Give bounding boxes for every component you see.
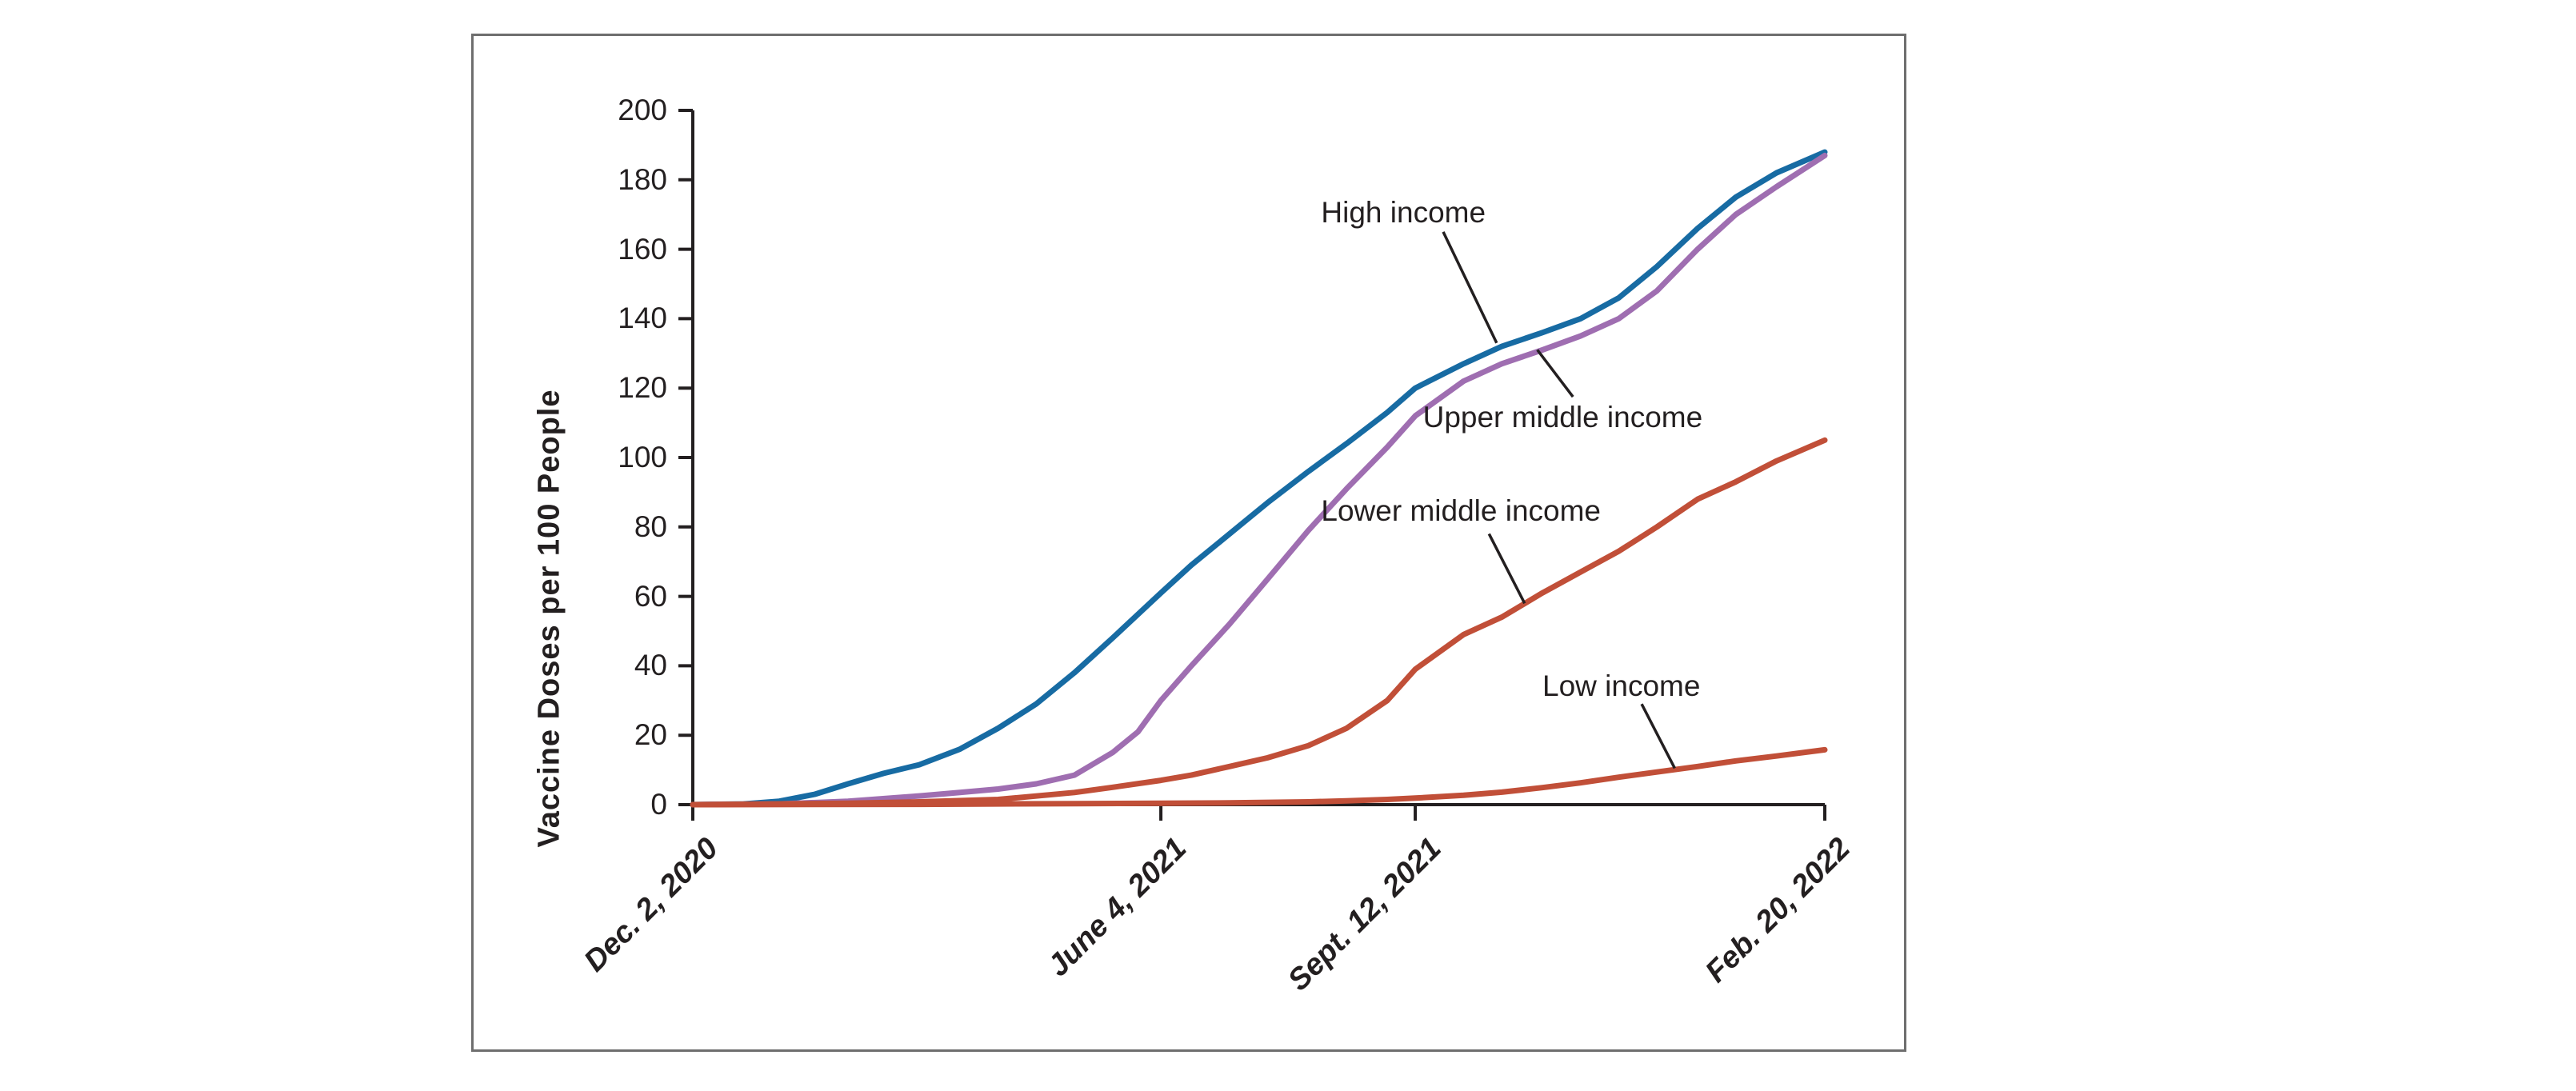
y-tick-label: 200 <box>618 94 667 126</box>
leader-line-upper-middle-income <box>1536 349 1574 398</box>
y-tick-label: 20 <box>634 718 667 752</box>
series-line-lower-middle-income <box>690 437 1828 808</box>
leader-line-high-income <box>1442 231 1498 344</box>
y-tick-label: 120 <box>618 371 667 405</box>
series-line-upper-middle-income <box>690 152 1828 808</box>
series-label-low-income: Low income <box>1542 669 1701 702</box>
y-tick-label: 0 <box>650 788 667 821</box>
y-tick-label: 160 <box>618 232 667 266</box>
y-tick-label: 100 <box>618 441 667 474</box>
chart-canvas <box>678 109 1828 821</box>
leader-line-low-income <box>1640 703 1676 769</box>
series-label-upper-middle-income: Upper middle income <box>1422 400 1703 434</box>
series-line-high-income <box>690 149 1828 808</box>
series-line-low-income <box>690 746 1828 808</box>
figure-panel: Vaccine Doses per 100 People 0 20 40 60 80 10… <box>471 34 1906 1052</box>
y-axis-title: Vaccine Doses per 100 People <box>532 389 566 848</box>
y-tick-label: 140 <box>618 302 667 335</box>
y-tick-label: 80 <box>634 510 667 543</box>
series-label-lower-middle-income: Lower middle income <box>1321 494 1601 527</box>
series-label-high-income: High income <box>1321 195 1486 229</box>
y-tick-label: 180 <box>618 162 667 196</box>
y-tick-label: 40 <box>634 649 667 682</box>
y-tick-label: 60 <box>634 579 667 613</box>
leader-line-lower-middle-income <box>1487 533 1526 605</box>
